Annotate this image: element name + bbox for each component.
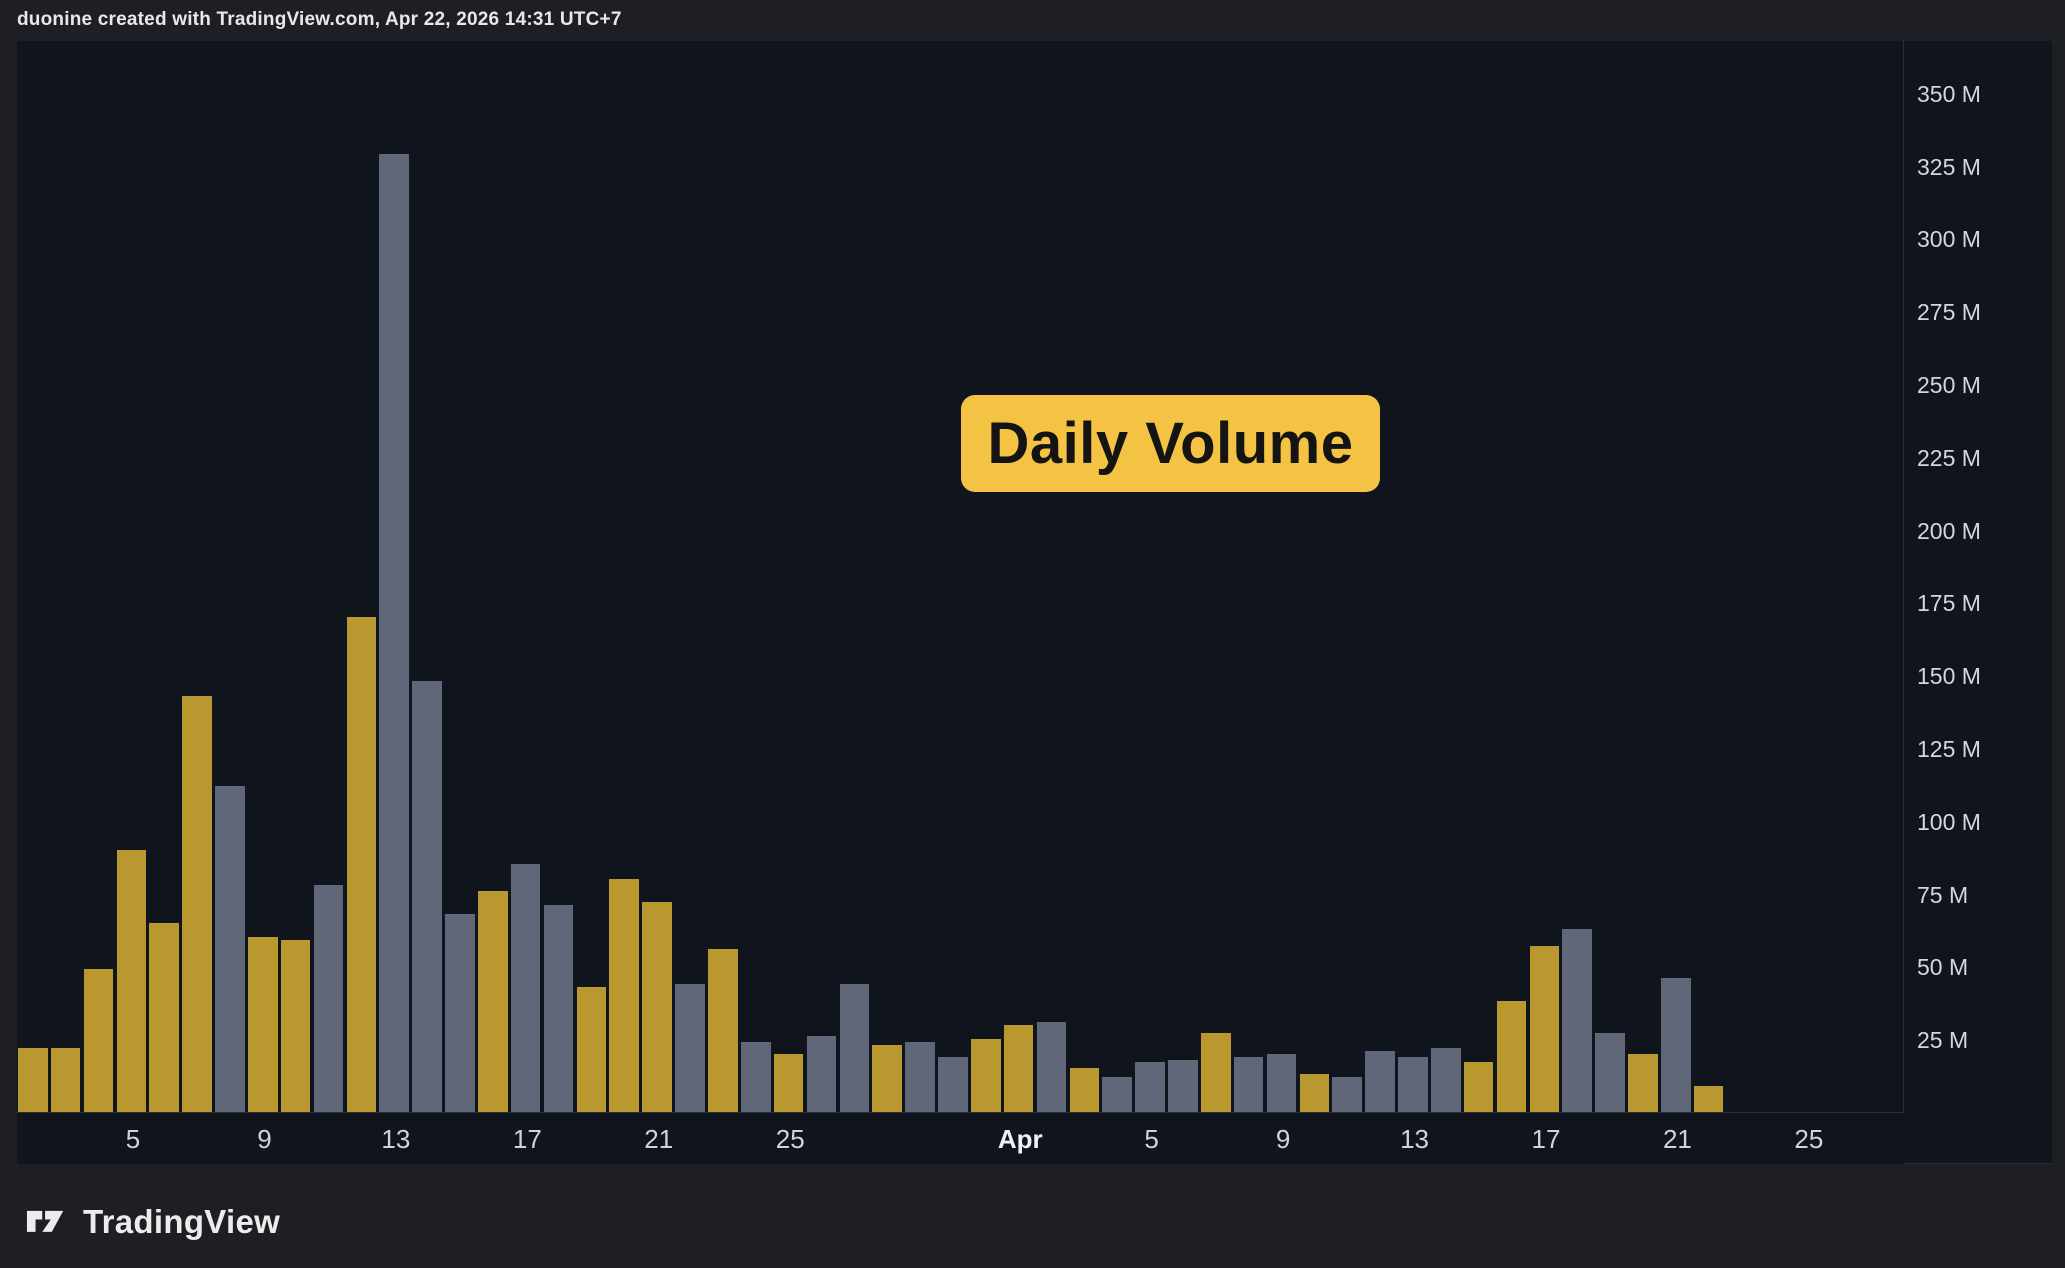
badge-label: Daily Volume	[987, 411, 1354, 476]
x-axis-label: 25	[1794, 1124, 1824, 1154]
y-axis-label: 75 M	[1917, 881, 1969, 908]
volume-bar	[543, 905, 574, 1112]
tradingview-watermark: TradingView	[26, 1190, 280, 1254]
daily-volume-badge[interactable]: Daily Volume	[961, 395, 1380, 492]
volume-bar	[215, 786, 245, 1112]
volume-bar	[773, 1054, 804, 1112]
x-axis-label: 17	[1531, 1124, 1561, 1154]
x-axis-label: Apr	[997, 1124, 1043, 1154]
volume-bar	[116, 850, 147, 1112]
y-axis-label: 25 M	[1917, 1027, 1969, 1054]
volume-bar	[50, 1048, 81, 1112]
volume-bar	[1365, 1051, 1395, 1112]
volume-bar	[149, 923, 180, 1112]
volume-bar	[1233, 1057, 1264, 1112]
volume-bar	[412, 681, 442, 1112]
tradingview-logo-icon	[26, 1203, 68, 1241]
x-axis-label: 21	[644, 1124, 674, 1154]
volume-bar	[1693, 1086, 1724, 1112]
volume-bar	[970, 1039, 1001, 1112]
volume-bar	[280, 940, 311, 1112]
volume-bar	[839, 984, 870, 1112]
x-axis-label: 9	[1275, 1124, 1291, 1154]
volume-bar	[576, 987, 607, 1112]
x-axis-label: 5	[1144, 1124, 1159, 1154]
volume-bar	[182, 696, 212, 1112]
volume-bar	[379, 154, 410, 1112]
y-axis-label: 125 M	[1917, 736, 1981, 762]
y-axis[interactable]: 350 M 325 M 300 M 275 M 250 M 225 M 200 M 175 M…	[1904, 41, 2052, 1164]
y-axis-label: 250 M	[1917, 372, 1981, 398]
volume-bar	[313, 885, 344, 1112]
y-axis-label: 300 M	[1917, 226, 1981, 253]
volume-bar	[1036, 1022, 1067, 1112]
y-axis-label: 50 M	[1917, 954, 1969, 981]
volume-bar	[938, 1057, 968, 1112]
y-axis-label: 100 M	[1917, 808, 1981, 835]
volume-bar	[675, 984, 705, 1112]
chart-attribution: duonine created with TradingView.com, Ap…	[17, 9, 622, 30]
volume-bar	[510, 864, 541, 1112]
volume-bar	[1069, 1068, 1100, 1112]
x-axis-label: 25	[775, 1124, 805, 1154]
x-axis-label: 21	[1662, 1124, 1692, 1154]
x-axis-label: 13	[381, 1124, 411, 1154]
volume-bar	[1661, 978, 1691, 1112]
plot-area[interactable]: Daily Volume	[17, 41, 1904, 1113]
volume-bar	[1562, 929, 1592, 1112]
volume-bar	[708, 949, 738, 1112]
volume-bar	[806, 1036, 837, 1112]
volume-bar	[1463, 1062, 1494, 1112]
volume-bar	[740, 1042, 771, 1112]
volume-bar	[1496, 1001, 1527, 1112]
volume-bar	[248, 937, 278, 1112]
volume-bar	[905, 1042, 935, 1112]
x-axis-label: 9	[257, 1124, 272, 1154]
volume-bar	[83, 969, 114, 1112]
volume-bar	[1299, 1074, 1330, 1112]
y-axis-label: 175 M	[1917, 590, 1981, 617]
volume-bar	[1266, 1054, 1297, 1112]
y-axis-label: 225 M	[1917, 444, 1981, 471]
y-axis-label: 325 M	[1917, 153, 1981, 180]
volume-bar	[478, 891, 508, 1112]
volume-bar	[1628, 1054, 1658, 1112]
volume-bar	[18, 1048, 48, 1112]
x-axis-label: 13	[1400, 1124, 1430, 1154]
x-axis[interactable]: 5 9 13 17 21 25 Apr 5 9 13 17 21 25	[17, 1114, 1904, 1164]
x-axis-label: 17	[512, 1124, 542, 1154]
volume-bar	[1168, 1060, 1198, 1112]
volume-bar	[1529, 946, 1560, 1112]
volume-bar	[1135, 1062, 1165, 1112]
volume-bar	[1102, 1077, 1132, 1112]
volume-bar	[1430, 1048, 1461, 1112]
volume-bar	[642, 902, 672, 1112]
volume-bar	[872, 1045, 902, 1112]
y-axis-label: 200 M	[1917, 517, 1981, 544]
volume-bar	[346, 617, 377, 1112]
chart-pane: Daily Volume 350 M 325 M 300 M 275 M 250 M 22…	[17, 41, 2052, 1164]
volume-bar	[1003, 1025, 1034, 1112]
volume-bar	[1595, 1033, 1625, 1112]
x-axis-label: 5	[125, 1124, 141, 1154]
volume-bar	[1332, 1077, 1362, 1112]
volume-bar	[445, 914, 475, 1112]
volume-bar	[609, 879, 640, 1112]
y-axis-label: 350 M	[1917, 80, 1981, 107]
y-axis-label: 150 M	[1917, 663, 1981, 690]
volume-bar	[1398, 1057, 1428, 1112]
tradingview-brand-name: TradingView	[83, 1203, 281, 1240]
volume-bar	[1200, 1033, 1231, 1112]
y-axis-label: 275 M	[1917, 299, 1981, 326]
